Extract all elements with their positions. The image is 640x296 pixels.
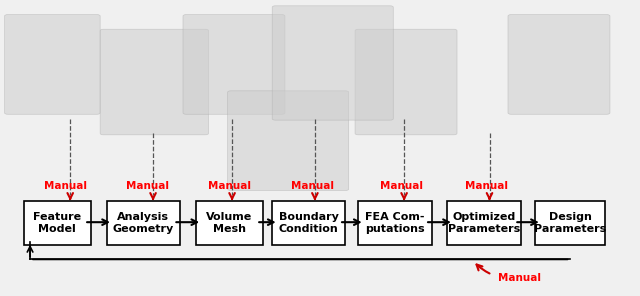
Text: Design
Parameters: Design Parameters bbox=[534, 212, 607, 234]
FancyBboxPatch shape bbox=[358, 201, 431, 245]
FancyBboxPatch shape bbox=[228, 91, 349, 191]
FancyBboxPatch shape bbox=[508, 15, 610, 114]
FancyBboxPatch shape bbox=[196, 201, 262, 245]
Text: Boundary
Condition: Boundary Condition bbox=[279, 212, 339, 234]
FancyBboxPatch shape bbox=[272, 201, 346, 245]
Text: Analysis
Geometry: Analysis Geometry bbox=[113, 212, 174, 234]
Text: Manual: Manual bbox=[208, 181, 251, 191]
Text: Feature
Model: Feature Model bbox=[33, 212, 81, 234]
Text: FEA Com-
putations: FEA Com- putations bbox=[365, 212, 425, 234]
FancyBboxPatch shape bbox=[100, 29, 209, 135]
Text: Manual: Manual bbox=[465, 181, 508, 191]
Text: Manual: Manual bbox=[499, 274, 541, 284]
Text: Optimized
Parameters: Optimized Parameters bbox=[448, 212, 520, 234]
FancyBboxPatch shape bbox=[355, 29, 457, 135]
Text: Manual: Manual bbox=[291, 181, 334, 191]
FancyBboxPatch shape bbox=[24, 201, 91, 245]
Text: Manual: Manual bbox=[127, 181, 170, 191]
Text: Manual: Manual bbox=[380, 181, 423, 191]
FancyBboxPatch shape bbox=[106, 201, 180, 245]
FancyBboxPatch shape bbox=[183, 15, 285, 114]
FancyBboxPatch shape bbox=[272, 6, 394, 120]
Text: Volume
Mesh: Volume Mesh bbox=[206, 212, 252, 234]
FancyBboxPatch shape bbox=[536, 201, 605, 245]
FancyBboxPatch shape bbox=[4, 15, 100, 114]
Text: Manual: Manual bbox=[44, 181, 86, 191]
FancyBboxPatch shape bbox=[447, 201, 521, 245]
